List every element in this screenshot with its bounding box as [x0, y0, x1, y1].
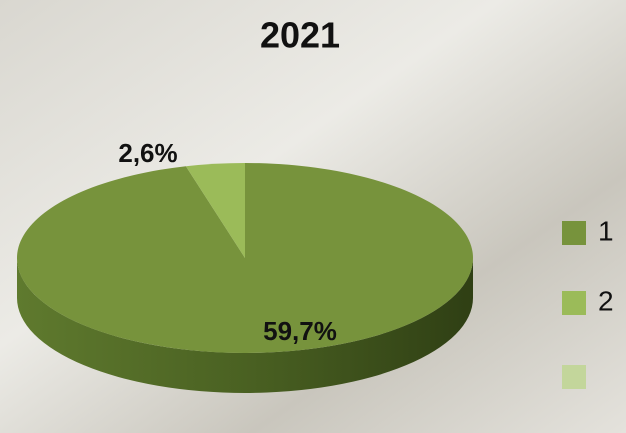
pie-slice — [185, 163, 245, 258]
data-label: 2,6% — [118, 138, 177, 168]
chart-title: 2021 — [260, 15, 340, 56]
legend-swatch — [562, 221, 586, 245]
pie-slice — [16, 163, 473, 353]
data-label: 59,7% — [263, 316, 337, 346]
legend-label: 2 — [598, 285, 614, 316]
legend-swatch — [562, 291, 586, 315]
pie-side — [17, 258, 473, 393]
legend-swatch — [562, 365, 586, 389]
legend-label: 1 — [598, 215, 614, 246]
